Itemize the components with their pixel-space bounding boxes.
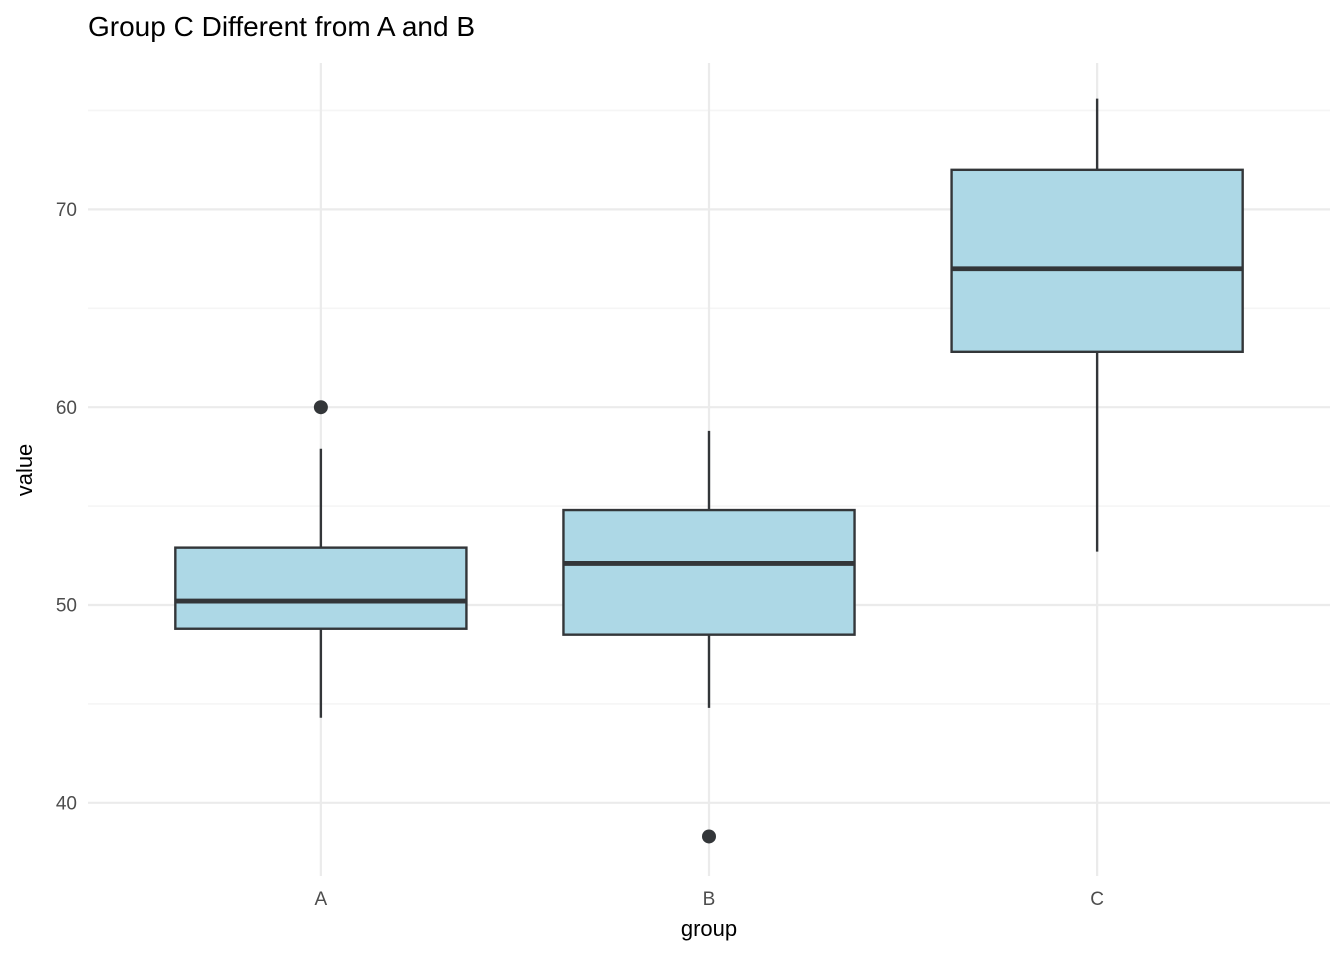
outlier-point: [313, 400, 328, 415]
box-A: [174, 546, 468, 630]
chart-title: Group C Different from A and B: [88, 11, 476, 42]
x-tick-label: C: [1090, 889, 1104, 910]
y-tick-label: 50: [56, 596, 77, 617]
x-tick-label: A: [315, 889, 328, 910]
y-tick-label: 60: [56, 398, 77, 419]
box-C: [950, 168, 1244, 354]
x-axis-title: group: [680, 916, 738, 941]
y-tick-label: 40: [56, 793, 77, 814]
outlier-point: [702, 829, 716, 844]
x-tick-label: B: [703, 889, 716, 910]
box-B: [562, 508, 856, 636]
y-tick-label: 70: [56, 200, 77, 221]
